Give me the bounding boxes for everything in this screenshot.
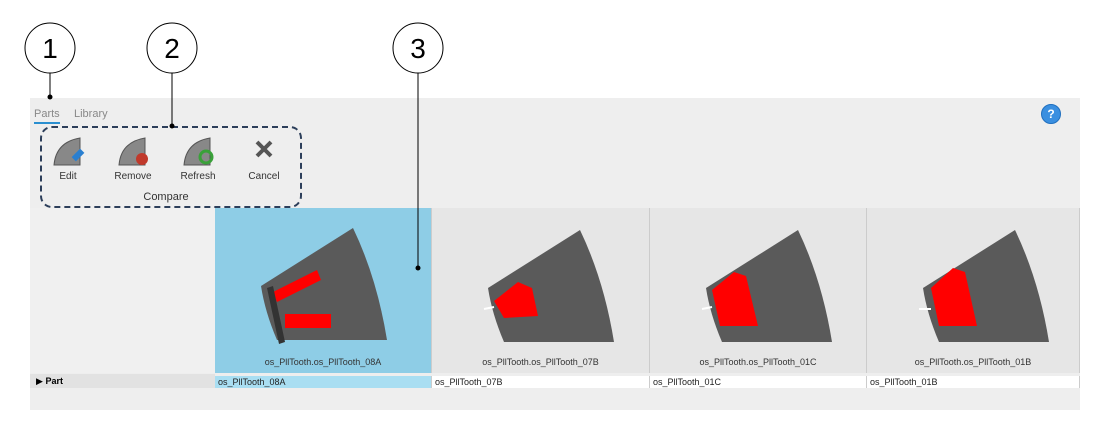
remove-button[interactable]: Remove	[114, 171, 152, 182]
card-caption: os_PllTooth.os_PllTooth_01B	[914, 357, 1032, 367]
tooth-image	[261, 228, 387, 344]
cancel-button[interactable]: Cancel	[248, 171, 280, 182]
card-caption: os_PllTooth.os_PllTooth_08A	[264, 357, 382, 367]
card-caption: os_PllTooth.os_PllTooth_01C	[699, 357, 817, 367]
expand-arrow[interactable]: ▶	[36, 376, 43, 386]
part-card[interactable]: os_PllTooth.os_PllTooth_08A	[215, 208, 432, 373]
tooth-image	[483, 230, 614, 342]
table-cell: os_PllTooth_01C	[650, 376, 867, 388]
part-card[interactable]: os_PllTooth.os_PllTooth_07B	[432, 208, 650, 373]
edit-icon[interactable]	[53, 137, 85, 166]
tooth-image	[919, 230, 1049, 342]
row-label: Part	[45, 376, 63, 386]
refresh-icon[interactable]	[183, 137, 214, 166]
blank-header	[30, 208, 215, 373]
help-button[interactable]: ?	[1041, 104, 1061, 124]
tab-parts[interactable]: Parts	[34, 108, 60, 124]
table-cell: os_PllTooth_07B	[432, 376, 650, 388]
part-card[interactable]: os_PllTooth.os_PllTooth_01C	[650, 208, 867, 373]
group-label: Compare	[143, 191, 189, 203]
part-card[interactable]: os_PllTooth.os_PllTooth_01B	[867, 208, 1080, 373]
tab-library[interactable]: Library	[74, 108, 108, 120]
remove-icon[interactable]	[118, 137, 148, 166]
table-cell: os_PllTooth_01B	[867, 376, 1080, 388]
cancel-icon[interactable]	[255, 140, 273, 158]
edit-button[interactable]: Edit	[59, 171, 77, 182]
row-header: ▶ Part	[30, 374, 215, 388]
refresh-button[interactable]: Refresh	[180, 171, 216, 182]
card-caption: os_PllTooth.os_PllTooth_07B	[482, 357, 599, 367]
tooth-image	[701, 230, 832, 342]
table-cell: os_PllTooth_08A	[215, 376, 432, 388]
